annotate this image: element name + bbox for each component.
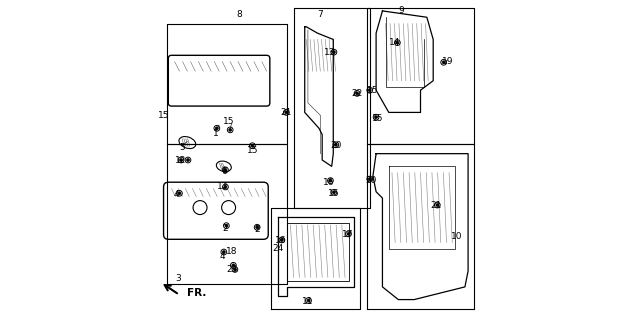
Text: 10: 10 xyxy=(451,232,463,241)
Text: 15: 15 xyxy=(223,117,234,126)
Text: 16: 16 xyxy=(327,189,339,198)
Text: 15: 15 xyxy=(158,111,169,120)
Text: 4: 4 xyxy=(219,252,225,261)
Text: 20: 20 xyxy=(330,141,342,150)
Text: 3: 3 xyxy=(175,275,181,284)
Text: 17: 17 xyxy=(342,230,353,239)
Text: 13: 13 xyxy=(324,48,336,57)
Circle shape xyxy=(332,191,336,194)
Text: 12: 12 xyxy=(216,182,228,191)
Text: 8: 8 xyxy=(237,10,242,19)
Circle shape xyxy=(396,41,399,44)
Circle shape xyxy=(347,233,350,235)
Text: 16: 16 xyxy=(323,178,334,187)
Circle shape xyxy=(329,179,332,182)
Text: 11: 11 xyxy=(302,297,314,306)
Text: 22: 22 xyxy=(352,89,362,98)
Text: 15: 15 xyxy=(367,86,379,95)
Text: 12: 12 xyxy=(175,156,187,164)
Circle shape xyxy=(179,159,182,161)
Text: 1: 1 xyxy=(213,129,219,138)
Text: 9: 9 xyxy=(399,6,404,15)
Circle shape xyxy=(307,299,310,302)
Text: 7: 7 xyxy=(318,10,323,19)
Circle shape xyxy=(281,238,283,241)
Text: 19: 19 xyxy=(441,57,453,66)
Circle shape xyxy=(186,159,189,161)
Text: 18: 18 xyxy=(226,247,237,257)
Circle shape xyxy=(334,143,338,146)
Circle shape xyxy=(375,116,378,119)
Text: 2: 2 xyxy=(255,225,260,234)
Circle shape xyxy=(224,168,227,171)
Circle shape xyxy=(368,89,371,92)
Circle shape xyxy=(229,128,232,131)
Circle shape xyxy=(223,251,225,253)
Text: 23: 23 xyxy=(226,265,237,274)
Circle shape xyxy=(332,51,336,53)
Text: 4: 4 xyxy=(174,190,179,199)
Circle shape xyxy=(368,178,371,180)
Text: 21: 21 xyxy=(431,202,442,211)
Text: 6: 6 xyxy=(221,167,226,176)
Circle shape xyxy=(442,61,445,64)
Circle shape xyxy=(234,268,236,271)
Circle shape xyxy=(436,204,439,206)
Circle shape xyxy=(285,111,288,114)
Text: 16: 16 xyxy=(275,236,286,245)
Text: 20: 20 xyxy=(366,176,377,185)
Circle shape xyxy=(178,192,181,195)
Circle shape xyxy=(225,224,228,227)
Circle shape xyxy=(232,264,235,267)
Circle shape xyxy=(224,186,227,188)
Circle shape xyxy=(251,144,254,147)
Circle shape xyxy=(256,226,258,229)
Circle shape xyxy=(355,92,359,95)
Circle shape xyxy=(216,127,218,130)
Text: 24: 24 xyxy=(272,244,283,253)
Text: 21: 21 xyxy=(280,108,292,117)
Text: 5: 5 xyxy=(180,143,186,152)
Text: 15: 15 xyxy=(372,114,383,123)
Text: 14: 14 xyxy=(389,38,401,47)
Text: 15: 15 xyxy=(247,146,258,155)
Text: 2: 2 xyxy=(223,224,228,233)
Text: FR.: FR. xyxy=(188,288,207,298)
